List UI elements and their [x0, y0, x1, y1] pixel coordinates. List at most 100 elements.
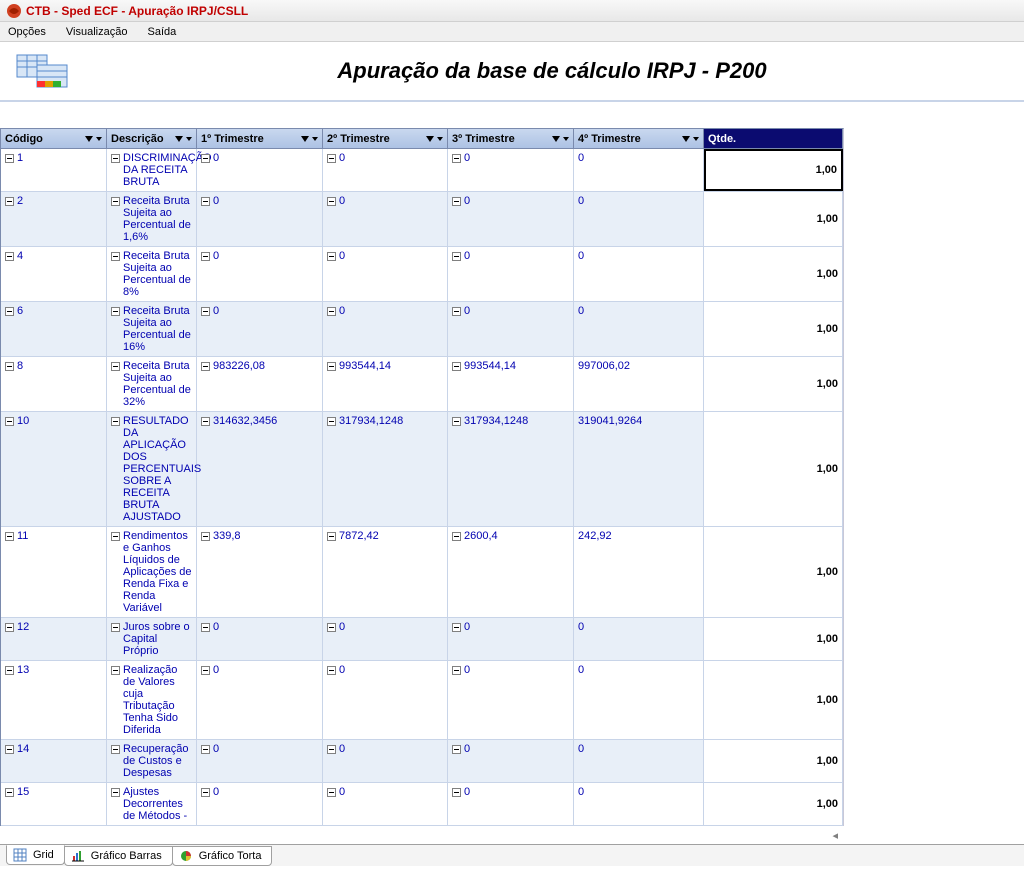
sort-icons[interactable] [552, 136, 569, 142]
collapse-icon[interactable] [452, 307, 461, 316]
collapse-icon[interactable] [327, 417, 336, 426]
col-header-t2[interactable]: 2º Trimestre [323, 129, 448, 148]
collapse-icon[interactable] [327, 197, 336, 206]
collapse-icon[interactable] [327, 154, 336, 163]
cell: 0 [574, 149, 704, 191]
tab-torta[interactable]: Gráfico Torta [172, 846, 273, 866]
collapse-icon[interactable] [201, 788, 210, 797]
collapse-icon[interactable] [5, 745, 14, 754]
sort-icons[interactable] [682, 136, 699, 142]
collapse-icon[interactable] [201, 623, 210, 632]
collapse-icon[interactable] [452, 532, 461, 541]
collapse-icon[interactable] [111, 307, 120, 316]
table-row[interactable]: 13Realização de Valores cuja Tributação … [1, 661, 843, 740]
collapse-icon[interactable] [201, 307, 210, 316]
table-row[interactable]: 4Receita Bruta Sujeita ao Percentual de … [1, 247, 843, 302]
col-header-t4[interactable]: 4º Trimestre [574, 129, 704, 148]
cell: 1,00 [704, 247, 843, 301]
cell: 12 [1, 618, 107, 660]
collapse-icon[interactable] [201, 745, 210, 754]
collapse-icon[interactable] [201, 417, 210, 426]
collapse-icon[interactable] [452, 745, 461, 754]
cell: 1,00 [704, 412, 843, 526]
tab-grid-label: Grid [33, 849, 54, 861]
table-row[interactable]: 11Rendimentos e Ganhos Líquidos de Aplic… [1, 527, 843, 618]
table-row[interactable]: 10RESULTADO DA APLICAÇÃO DOS PERCENTUAIS… [1, 412, 843, 527]
collapse-icon[interactable] [201, 532, 210, 541]
collapse-icon[interactable] [5, 788, 14, 797]
collapse-icon[interactable] [111, 197, 120, 206]
collapse-icon[interactable] [452, 362, 461, 371]
collapse-icon[interactable] [452, 417, 461, 426]
menu-saida[interactable]: Saída [143, 24, 180, 40]
collapse-icon[interactable] [327, 788, 336, 797]
col-header-codigo[interactable]: Código [1, 129, 107, 148]
table-row[interactable]: 2Receita Bruta Sujeita ao Percentual de … [1, 192, 843, 247]
cell: 314632,3456 [197, 412, 323, 526]
col-header-qtde[interactable]: Qtde. [704, 129, 843, 148]
collapse-icon[interactable] [452, 252, 461, 261]
collapse-icon[interactable] [5, 417, 14, 426]
collapse-icon[interactable] [111, 154, 120, 163]
collapse-icon[interactable] [201, 154, 210, 163]
cell: 0 [323, 149, 448, 191]
collapse-icon[interactable] [5, 197, 14, 206]
collapse-icon[interactable] [452, 788, 461, 797]
collapse-icon[interactable] [5, 307, 14, 316]
table-row[interactable]: 15Ajustes Decorrentes de Métodos -00001,… [1, 783, 843, 826]
menu-opcoes[interactable]: Opções [4, 24, 50, 40]
table-row[interactable]: 8Receita Bruta Sujeita ao Percentual de … [1, 357, 843, 412]
collapse-icon[interactable] [452, 154, 461, 163]
collapse-icon[interactable] [111, 788, 120, 797]
dropdown-caret-icon [563, 137, 569, 141]
collapse-icon[interactable] [111, 745, 120, 754]
collapse-icon[interactable] [452, 666, 461, 675]
collapse-icon[interactable] [111, 252, 120, 261]
collapse-icon[interactable] [201, 252, 210, 261]
collapse-icon[interactable] [111, 623, 120, 632]
sort-icons[interactable] [426, 136, 443, 142]
tab-grid[interactable]: Grid [6, 845, 65, 865]
table-row[interactable]: 1DISCRIMINAÇÃO DA RECEITA BRUTA00001,00 [1, 149, 843, 192]
sort-icons[interactable] [85, 136, 102, 142]
collapse-icon[interactable] [327, 307, 336, 316]
collapse-icon[interactable] [327, 532, 336, 541]
collapse-icon[interactable] [5, 362, 14, 371]
collapse-icon[interactable] [5, 623, 14, 632]
scroll-indicator[interactable]: ◂ [0, 826, 844, 844]
collapse-icon[interactable] [327, 623, 336, 632]
col-header-t1[interactable]: 1º Trimestre [197, 129, 323, 148]
table-row[interactable]: 6Receita Bruta Sujeita ao Percentual de … [1, 302, 843, 357]
collapse-icon[interactable] [5, 252, 14, 261]
collapse-icon[interactable] [452, 623, 461, 632]
collapse-icon[interactable] [5, 666, 14, 675]
collapse-icon[interactable] [5, 532, 14, 541]
cell: 317934,1248 [323, 412, 448, 526]
col-header-t3[interactable]: 3º Trimestre [448, 129, 574, 148]
cell: Juros sobre o Capital Próprio [107, 618, 197, 660]
cell: Realização de Valores cuja Tributação Te… [107, 661, 197, 739]
menu-visualizacao[interactable]: Visualização [62, 24, 132, 40]
col-header-descricao[interactable]: Descrição [107, 129, 197, 148]
collapse-icon[interactable] [201, 666, 210, 675]
table-row[interactable]: 14Recuperação de Custos e Despesas00001,… [1, 740, 843, 783]
collapse-icon[interactable] [327, 666, 336, 675]
cell: 1 [1, 149, 107, 191]
sort-icons[interactable] [301, 136, 318, 142]
tab-barras[interactable]: Gráfico Barras [64, 846, 173, 866]
table-row[interactable]: 12Juros sobre o Capital Próprio00001,00 [1, 618, 843, 661]
collapse-icon[interactable] [201, 362, 210, 371]
collapse-icon[interactable] [111, 532, 120, 541]
collapse-icon[interactable] [327, 745, 336, 754]
collapse-icon[interactable] [111, 417, 120, 426]
collapse-icon[interactable] [327, 252, 336, 261]
collapse-icon[interactable] [5, 154, 14, 163]
collapse-icon[interactable] [111, 666, 120, 675]
collapse-icon[interactable] [452, 197, 461, 206]
sort-icons[interactable] [175, 136, 192, 142]
collapse-icon[interactable] [201, 197, 210, 206]
collapse-icon[interactable] [111, 362, 120, 371]
header-area: Apuração da base de cálculo IRPJ - P200 [0, 42, 1024, 102]
collapse-icon[interactable] [327, 362, 336, 371]
tables-icon[interactable] [10, 49, 90, 93]
